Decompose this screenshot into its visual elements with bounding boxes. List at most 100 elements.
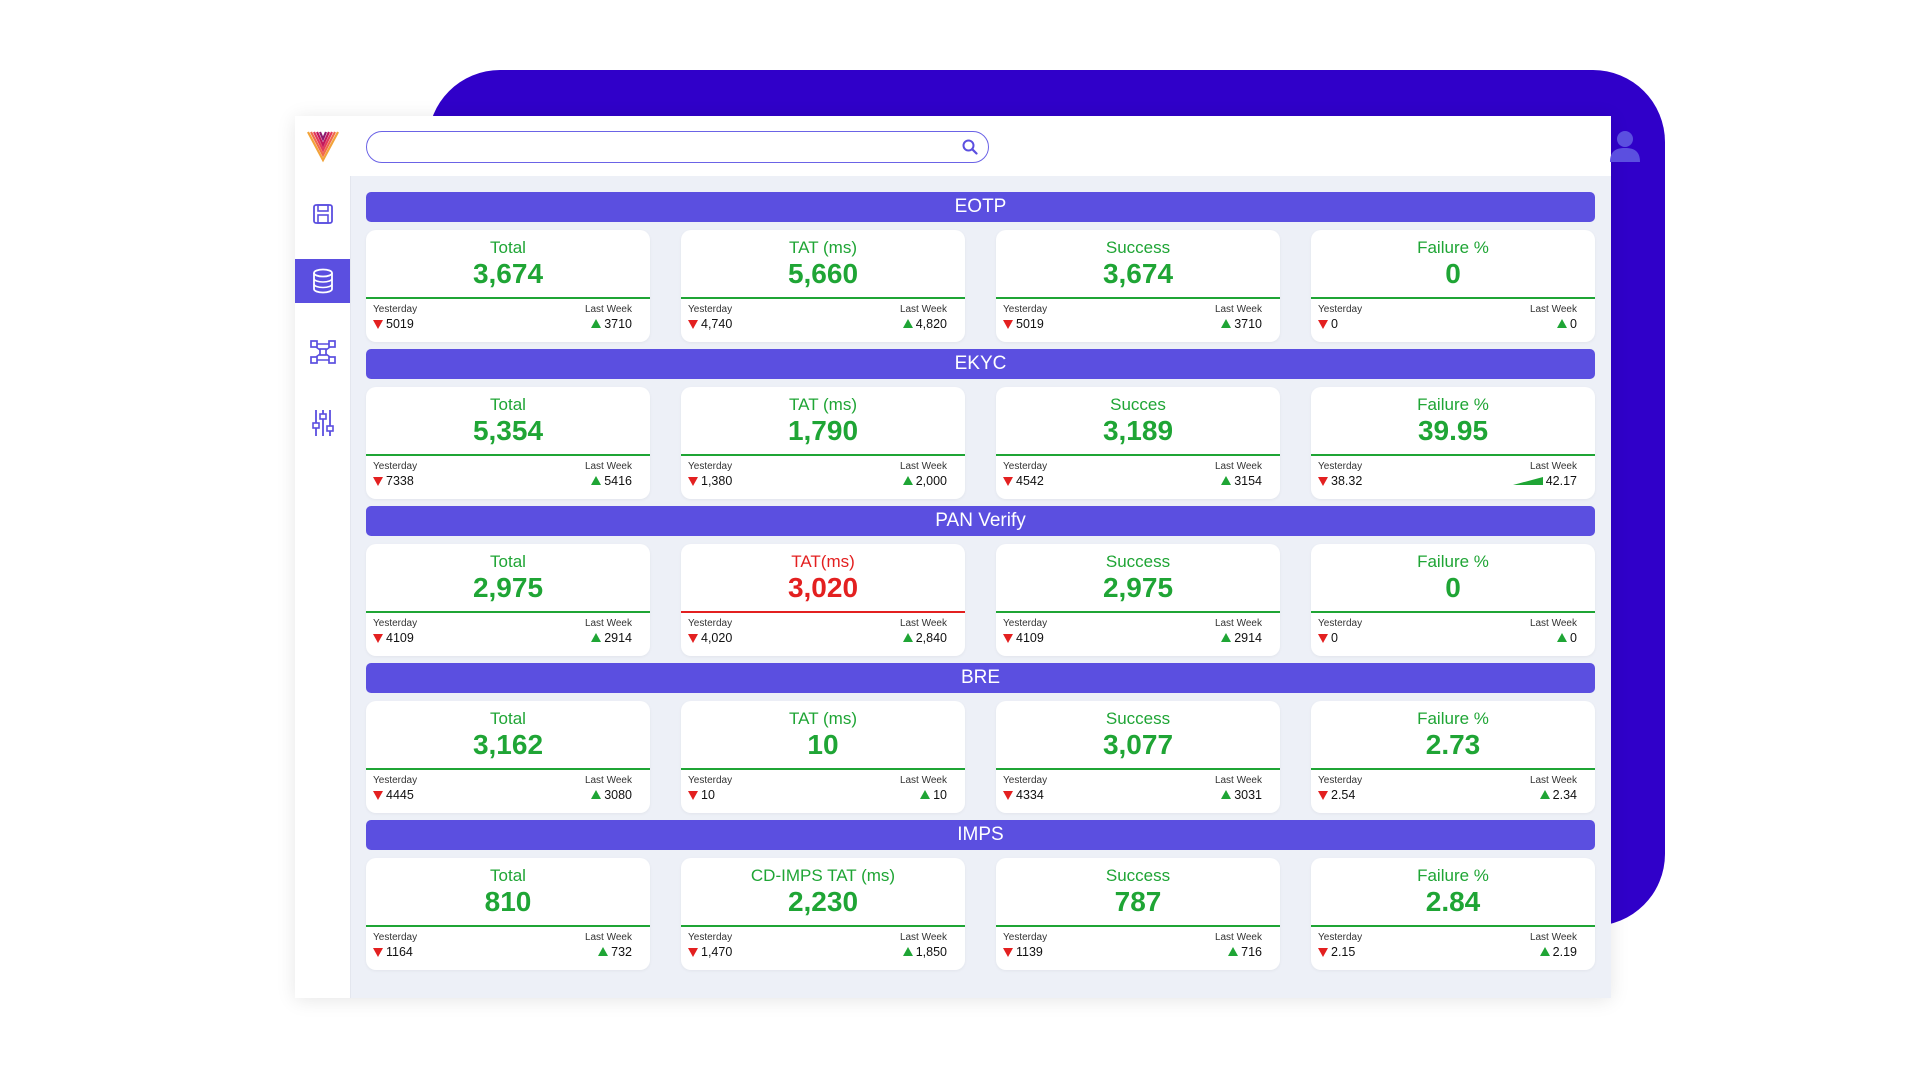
last-week-value: 0 bbox=[1570, 631, 1577, 645]
last-week-value-row: 732 bbox=[585, 944, 632, 960]
section-header: EKYC bbox=[366, 349, 1595, 379]
yesterday-stat: Yesterday 7338 bbox=[373, 461, 417, 489]
metric-value: 2,230 bbox=[787, 886, 859, 917]
metric-card[interactable]: Total 3,674 Yesterday 5019 Last Week 3710 bbox=[366, 230, 650, 342]
metric-card[interactable]: TAT (ms) 10 Yesterday 10 Last Week 10 bbox=[681, 701, 965, 813]
yesterday-stat: Yesterday 4109 bbox=[1003, 618, 1047, 646]
yesterday-stat: Yesterday 4,740 bbox=[688, 304, 732, 332]
yesterday-value-row: 7338 bbox=[373, 473, 417, 489]
sliders-icon[interactable] bbox=[295, 401, 350, 445]
last-week-value: 5416 bbox=[604, 474, 632, 488]
database-icon[interactable] bbox=[295, 259, 350, 303]
yesterday-label: Yesterday bbox=[688, 932, 733, 943]
metric-title: CD-IMPS TAT (ms) bbox=[750, 866, 896, 885]
yesterday-label: Yesterday bbox=[1003, 618, 1048, 629]
metric-title: Total bbox=[490, 238, 526, 257]
last-week-stat: Last Week 2914 bbox=[1215, 618, 1262, 646]
trend-down-icon bbox=[1318, 791, 1328, 800]
yesterday-stat: Yesterday 4542 bbox=[1003, 461, 1047, 489]
yesterday-label: Yesterday bbox=[1318, 461, 1363, 472]
metric-card[interactable]: Total 5,354 Yesterday 7338 Last Week 5416 bbox=[366, 387, 650, 499]
metric-card[interactable]: Failure % 0 Yesterday 0 Last Week 0 bbox=[1311, 230, 1595, 342]
section: EOTP Total 3,674 Yesterday 5019 Last Week 3710… bbox=[366, 192, 1595, 342]
metric-card[interactable]: TAT(ms) 3,020 Yesterday 4,020 Last Week 2,840 bbox=[681, 544, 965, 656]
trend-up-icon bbox=[1221, 790, 1232, 799]
last-week-value-row: 3710 bbox=[585, 316, 632, 332]
yesterday-label: Yesterday bbox=[1003, 775, 1048, 786]
metric-card[interactable]: Failure % 2.84 Yesterday 2.15 Last Week 2.19 bbox=[1311, 858, 1595, 970]
last-week-label: Last Week bbox=[1529, 618, 1577, 629]
yesterday-stat: Yesterday 4445 bbox=[373, 775, 417, 803]
last-week-value-row: 2914 bbox=[1215, 630, 1262, 646]
metric-card[interactable]: TAT (ms) 1,790 Yesterday 1,380 Last Week 2,00… bbox=[681, 387, 965, 499]
divider bbox=[1311, 925, 1595, 927]
metric-card[interactable]: CD-IMPS TAT (ms) 2,230 Yesterday 1,470 Last … bbox=[681, 858, 965, 970]
trend-down-icon bbox=[373, 320, 383, 329]
last-week-value-row: 3031 bbox=[1215, 787, 1262, 803]
trend-up-icon bbox=[598, 947, 609, 956]
last-week-stat: Last Week 5416 bbox=[585, 461, 632, 489]
metric-card[interactable]: Failure % 2.73 Yesterday 2.54 Last Week 2.34 bbox=[1311, 701, 1595, 813]
metric-card[interactable]: Total 810 Yesterday 1164 Last Week 732 bbox=[366, 858, 650, 970]
last-week-value-row: 1,850 bbox=[900, 944, 947, 960]
metric-value: 5,660 bbox=[787, 258, 859, 289]
yesterday-value: 1,380 bbox=[701, 474, 733, 488]
last-week-value: 42.17 bbox=[1545, 474, 1577, 488]
brand-logo-icon[interactable] bbox=[295, 126, 350, 170]
last-week-value: 2,840 bbox=[915, 631, 947, 645]
yesterday-label: Yesterday bbox=[688, 304, 733, 315]
trend-down-icon bbox=[688, 320, 698, 329]
trend-up-icon bbox=[1228, 947, 1239, 956]
metric-card[interactable]: Succes 3,189 Yesterday 4542 Last Week 3154 bbox=[996, 387, 1280, 499]
search-input[interactable] bbox=[381, 132, 945, 163]
metric-title: TAT(ms) bbox=[791, 552, 855, 571]
last-week-value: 10 bbox=[933, 788, 947, 802]
yesterday-value-row: 38.32 bbox=[1318, 473, 1362, 489]
search-icon[interactable] bbox=[960, 137, 980, 157]
yesterday-label: Yesterday bbox=[373, 775, 418, 786]
metric-value: 1,790 bbox=[787, 415, 859, 446]
save-icon[interactable] bbox=[295, 192, 350, 236]
metric-card[interactable]: Success 3,674 Yesterday 5019 Last Week 3710 bbox=[996, 230, 1280, 342]
trend-down-icon bbox=[1318, 477, 1328, 486]
last-week-value-row: 5416 bbox=[585, 473, 632, 489]
last-week-label: Last Week bbox=[1529, 461, 1577, 472]
metric-card[interactable]: Total 3,162 Yesterday 4445 Last Week 3080 bbox=[366, 701, 650, 813]
trend-down-icon bbox=[1003, 634, 1013, 643]
yesterday-value-row: 5019 bbox=[1003, 316, 1047, 332]
metric-title: Success bbox=[1105, 552, 1171, 571]
metric-card[interactable]: Total 2,975 Yesterday 4109 Last Week 2914 bbox=[366, 544, 650, 656]
last-week-label: Last Week bbox=[899, 618, 947, 629]
metric-title: TAT (ms) bbox=[789, 395, 857, 414]
last-week-value: 0 bbox=[1570, 317, 1577, 331]
trend-up-icon bbox=[591, 633, 602, 642]
section: IMPS Total 810 Yesterday 1164 Last Week 732 CD-… bbox=[366, 820, 1595, 970]
yesterday-label: Yesterday bbox=[1318, 304, 1363, 315]
sidebar bbox=[295, 116, 351, 998]
metric-card[interactable]: Success 787 Yesterday 1139 Last Week 716 bbox=[996, 858, 1280, 970]
yesterday-stat: Yesterday 4109 bbox=[373, 618, 417, 646]
metric-card[interactable]: Success 2,975 Yesterday 4109 Last Week 2914 bbox=[996, 544, 1280, 656]
trend-up-icon bbox=[902, 947, 913, 956]
yesterday-value: 5019 bbox=[1016, 317, 1044, 331]
search-bar bbox=[366, 131, 989, 163]
yesterday-value-row: 1139 bbox=[1003, 944, 1047, 960]
metric-value: 5,354 bbox=[472, 415, 544, 446]
metric-card[interactable]: TAT (ms) 5,660 Yesterday 4,740 Last Week 4,82… bbox=[681, 230, 965, 342]
yesterday-value-row: 1164 bbox=[373, 944, 417, 960]
user-avatar-icon[interactable] bbox=[1608, 129, 1642, 163]
yesterday-label: Yesterday bbox=[688, 618, 733, 629]
metric-card[interactable]: Success 3,077 Yesterday 4334 Last Week 3031 bbox=[996, 701, 1280, 813]
network-icon[interactable] bbox=[295, 330, 350, 374]
metric-card[interactable]: Failure % 39.95 Yesterday 38.32 Last Week 42.… bbox=[1311, 387, 1595, 499]
metric-card[interactable]: Failure % 0 Yesterday 0 Last Week 0 bbox=[1311, 544, 1595, 656]
last-week-label: Last Week bbox=[1529, 932, 1577, 943]
trend-up-icon bbox=[1221, 319, 1232, 328]
yesterday-label: Yesterday bbox=[1003, 461, 1048, 472]
yesterday-label: Yesterday bbox=[373, 932, 418, 943]
last-week-label: Last Week bbox=[1214, 775, 1262, 786]
yesterday-value-row: 1,380 bbox=[688, 473, 732, 489]
metric-value: 2,975 bbox=[1102, 572, 1174, 603]
divider bbox=[366, 768, 650, 770]
last-week-label: Last Week bbox=[1529, 304, 1577, 315]
